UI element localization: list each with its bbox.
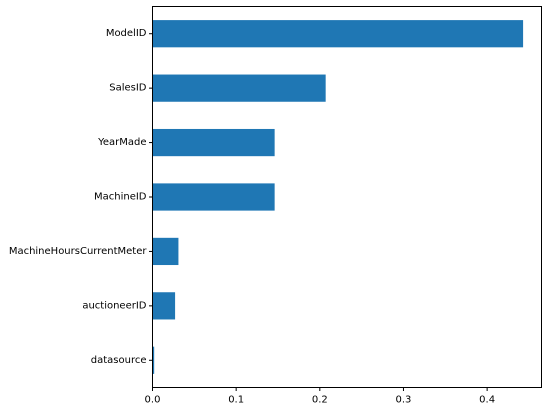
y-axis: ModelID SalesID YearMade MachineID MachineHo…	[9, 28, 153, 366]
y-tick-label: SalesID	[109, 83, 147, 94]
bar-1	[152, 74, 326, 102]
y-tick-label: YearMade	[97, 137, 146, 148]
plot-frame	[152, 6, 542, 388]
bar-6	[152, 346, 155, 374]
x-tick-label: 0.3	[396, 395, 412, 406]
bars-group	[152, 20, 524, 374]
bar-5	[152, 292, 176, 320]
y-tick-label: auctioneerID	[82, 300, 146, 311]
bar-2	[152, 128, 275, 157]
x-tick-label: 0.1	[228, 395, 244, 406]
y-tick-label: MachineHoursCurrentMeter	[9, 246, 148, 257]
bar-3	[152, 183, 275, 211]
x-axis: 0.0 0.1 0.2 0.3 0.4	[145, 387, 495, 406]
y-tick-label: ModelID	[106, 28, 147, 39]
x-tick-label: 0.0	[145, 395, 161, 406]
x-tick-label: 0.2	[312, 395, 328, 406]
x-tick-label: 0.4	[479, 395, 495, 406]
y-tick-label: MachineID	[94, 192, 147, 203]
bar-0	[152, 20, 524, 48]
y-tick-label: datasource	[91, 355, 147, 366]
bar-4	[152, 237, 179, 266]
